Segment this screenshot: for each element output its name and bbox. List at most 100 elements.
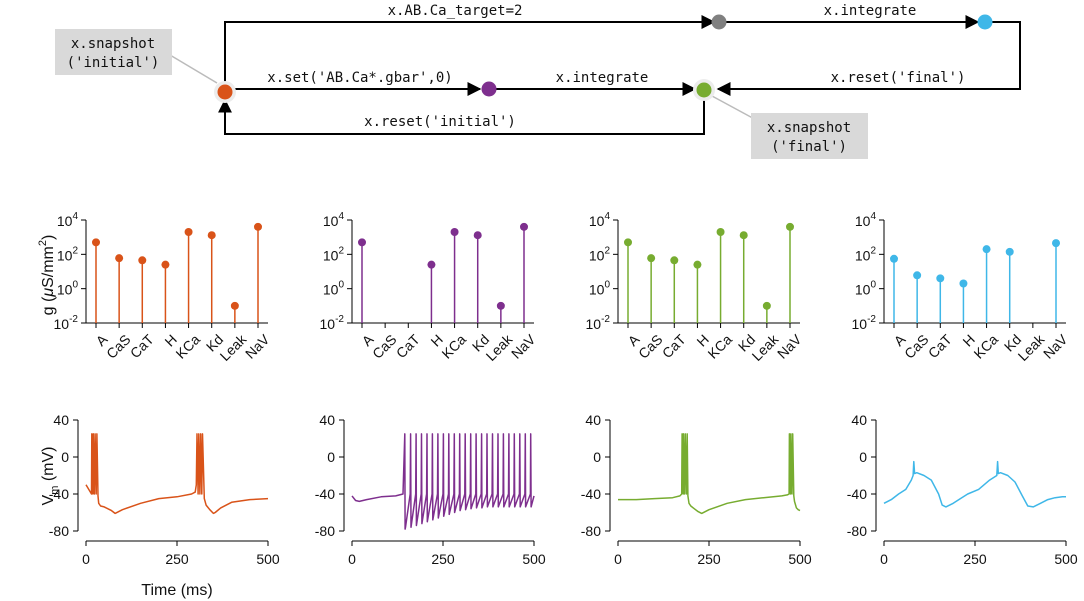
y-tick-label: -40 xyxy=(847,486,867,502)
voltage-panel-3: -80 -40 0 40 0 250 500 xyxy=(581,412,812,567)
stem-marker-NaV xyxy=(1052,239,1060,248)
voltage-panel-1: -80 -40 0 40 0 250 500 Vm (mV) Time (ms) xyxy=(40,412,280,599)
category-label: CaT xyxy=(925,331,955,361)
x-tick-label: 0 xyxy=(880,551,888,567)
edge-label-set: x.set('AB.Ca*.gbar',0) xyxy=(267,70,452,86)
voltage-panel-2: -80 -40 0 40 0 250 500 xyxy=(315,412,546,567)
category-label: NaV xyxy=(242,331,273,362)
y-tick-label: 0 xyxy=(327,449,335,465)
node-final xyxy=(696,82,712,98)
y-tick-label: 0 xyxy=(593,449,601,465)
y-tick-label: -80 xyxy=(315,523,335,539)
edge-label-top-right: x.integrate xyxy=(824,3,917,19)
voltage-x-axis-label: Time (ms) xyxy=(141,582,212,599)
stem-marker-H xyxy=(161,260,170,269)
y-tick-label: 40 xyxy=(319,412,335,428)
x-tick-label: 500 xyxy=(1054,551,1078,567)
y-tick-label: 0 xyxy=(859,449,867,465)
voltage-y-axis-label: Vm (mV) xyxy=(40,447,61,506)
category-label: KCa xyxy=(172,331,203,362)
edge-label-integrate: x.integrate xyxy=(556,70,649,86)
y-tick-label: 0 xyxy=(61,449,69,465)
stem-marker-Kd xyxy=(1005,247,1014,256)
category-label: NaV xyxy=(508,331,539,362)
stem-marker-A xyxy=(890,254,898,263)
category-label: CaT xyxy=(659,331,689,361)
stem-marker-Leak xyxy=(230,301,239,310)
y-tick-label: 102 xyxy=(589,245,611,263)
category-label: NaV xyxy=(1040,331,1071,362)
y-tick-label: -40 xyxy=(315,486,335,502)
y-tick-label: 40 xyxy=(585,412,601,428)
callout-final-line1: x.snapshot xyxy=(767,120,851,136)
edge-reset-initial xyxy=(218,98,705,135)
stem-marker-A xyxy=(624,238,632,247)
stem-marker-CaT xyxy=(138,256,147,265)
category-label: CaT xyxy=(393,331,423,361)
stem-marker-KCa xyxy=(184,227,193,236)
category-label: KCa xyxy=(970,331,1001,362)
y-tick-label: 102 xyxy=(323,245,345,263)
x-tick-label: 250 xyxy=(963,551,987,567)
x-tick-label: 500 xyxy=(788,551,812,567)
stem-marker-NaV xyxy=(520,222,528,231)
category-label: CaT xyxy=(127,331,157,361)
stem-marker-Leak xyxy=(496,301,505,310)
voltage-trace xyxy=(883,460,1066,508)
stem-marker-CaS xyxy=(913,271,922,280)
callout-initial-pointer xyxy=(169,54,218,84)
x-tick-label: 500 xyxy=(256,551,280,567)
x-tick-label: 500 xyxy=(522,551,546,567)
stem-marker-A xyxy=(92,238,100,247)
callout-final-line2: ('final') xyxy=(771,139,847,155)
y-tick-label: 10-2 xyxy=(320,314,345,332)
y-tick-label: -80 xyxy=(49,523,69,539)
node-integrated xyxy=(977,14,993,30)
stem-marker-Kd xyxy=(739,231,748,240)
voltage-trace xyxy=(618,433,801,515)
y-tick-label: 100 xyxy=(589,280,611,298)
stem-marker-Leak xyxy=(762,301,771,310)
edge-label-reset-initial: x.reset('initial') xyxy=(364,114,516,130)
x-tick-label: 250 xyxy=(165,551,189,567)
y-tick-label: 104 xyxy=(589,211,611,229)
stem-marker-KCa xyxy=(716,227,725,236)
y-tick-label: -80 xyxy=(581,523,601,539)
callout-final-box xyxy=(751,113,868,159)
category-label: KCa xyxy=(438,331,469,362)
y-tick-label: 100 xyxy=(57,280,79,298)
x-tick-label: 0 xyxy=(82,551,90,567)
stem-marker-CaT xyxy=(936,274,945,283)
stem-marker-CaS xyxy=(647,254,656,263)
edge-reset-final xyxy=(716,21,1021,96)
edge-top-left xyxy=(224,15,716,84)
stem-marker-KCa xyxy=(982,245,991,254)
stem-marker-A xyxy=(358,238,366,247)
y-tick-label: 104 xyxy=(57,211,79,229)
y-tick-label: 100 xyxy=(323,280,345,298)
y-tick-label: 10-2 xyxy=(54,314,79,332)
y-tick-label: -80 xyxy=(847,523,867,539)
stem-marker-Kd xyxy=(473,231,482,240)
x-tick-label: 0 xyxy=(614,551,622,567)
y-tick-label: 102 xyxy=(855,245,877,263)
stem-marker-Kd xyxy=(207,231,216,240)
y-tick-label: -40 xyxy=(49,486,69,502)
y-tick-label: 40 xyxy=(851,412,867,428)
x-tick-label: 250 xyxy=(431,551,455,567)
stem-marker-CaS xyxy=(115,254,124,263)
y-tick-label: 104 xyxy=(855,211,877,229)
y-tick-label: 10-2 xyxy=(586,314,611,332)
edge-label-reset-final: x.reset('final') xyxy=(831,70,966,86)
y-tick-label: 40 xyxy=(53,412,69,428)
stem-marker-NaV xyxy=(254,222,262,231)
workflow-diagram: x.AB.Ca_target=2 x.integrate x.set('AB.C… xyxy=(55,3,1021,159)
conductance-y-axis-label: g (μS/mm2) xyxy=(37,235,57,316)
x-tick-label: 0 xyxy=(348,551,356,567)
stem-marker-CaT xyxy=(670,256,679,265)
